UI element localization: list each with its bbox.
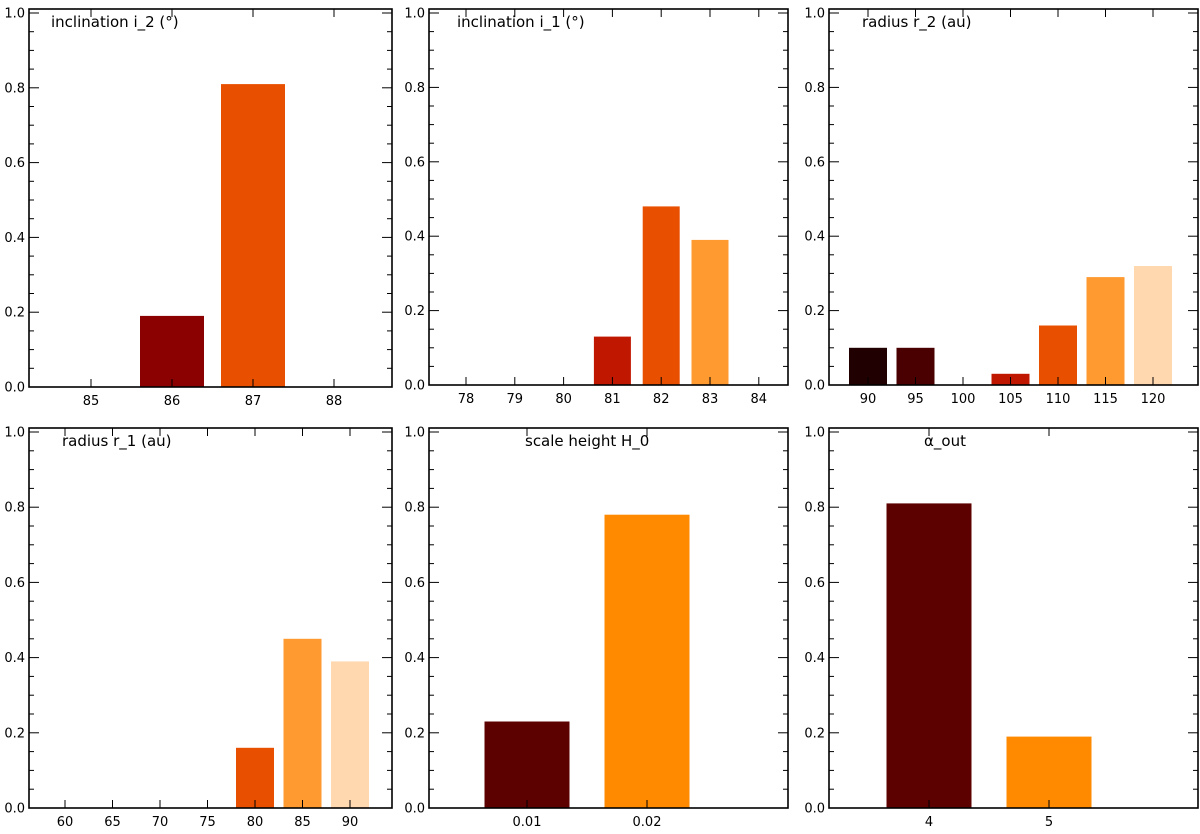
y-tick-label: 0.6 (404, 155, 425, 170)
panel-title: inclination i_2 (°) (51, 13, 179, 32)
y-tick-label: 1.0 (804, 7, 825, 22)
bar-4 (886, 503, 972, 808)
bar-83 (691, 239, 729, 385)
y-tick-label: 1.0 (404, 7, 425, 22)
y-tick-label: 0.0 (804, 802, 825, 817)
x-tick-label: 0.01 (513, 815, 542, 830)
x-tick-label: 88 (326, 394, 343, 409)
y-tick-label: 0.8 (804, 81, 825, 96)
y-tick-label: 0.2 (404, 726, 425, 741)
axis-frame (828, 8, 1199, 386)
y-tick-label: 0.4 (804, 230, 825, 245)
y-tick-label: 1.0 (804, 426, 825, 441)
y-tick-label: 0.2 (804, 304, 825, 319)
bar-90 (331, 661, 369, 808)
x-tick-label: 110 (1046, 392, 1071, 407)
y-tick-label: 0.4 (804, 651, 825, 666)
y-tick-label: 0.6 (4, 576, 25, 591)
y-tick-label: 0.0 (804, 379, 825, 394)
x-tick-label: 60 (57, 815, 74, 830)
bar-120 (1134, 266, 1172, 385)
bar-0.01 (484, 721, 570, 808)
x-tick-label: 78 (458, 392, 475, 407)
x-tick-label: 90 (860, 392, 877, 407)
x-tick-label: 82 (653, 392, 670, 407)
panel-3: 0.0 0.2 0.4 0.6 0.8 1.0 90 95 100 105 110 115 120 rad… (804, 7, 1199, 407)
y-tick-label: 0.4 (404, 651, 425, 666)
bar-85 (283, 638, 322, 808)
bar-110 (1039, 325, 1077, 385)
x-tick-label: 80 (247, 815, 264, 830)
bar-87 (221, 84, 285, 387)
y-tick-label: 0.2 (4, 726, 25, 741)
y-tick-label: 0.8 (804, 501, 825, 516)
x-tick-label: 95 (907, 392, 924, 407)
y-tick-label: 1.0 (4, 426, 25, 441)
y-tick-label: 0.8 (4, 501, 25, 516)
x-tick-label: 4 (925, 815, 933, 830)
x-tick-label: 105 (998, 392, 1023, 407)
bar-0.02 (604, 514, 690, 808)
x-tick-label: 115 (1093, 392, 1118, 407)
bar-81 (593, 336, 631, 385)
panel-title: scale height H_0 (525, 432, 649, 451)
y-tick-label: 0.0 (404, 802, 425, 817)
y-tick-label: 0.8 (404, 501, 425, 516)
bar-86 (140, 315, 204, 387)
x-tick-label: 86 (164, 394, 181, 409)
axis-frame (28, 8, 393, 388)
y-tick-label: 0.6 (804, 576, 825, 591)
x-tick-label: 85 (83, 394, 100, 409)
y-tick-label: 0.0 (4, 381, 25, 396)
panel-title: radius r_1 (au) (62, 432, 172, 451)
y-tick-label: 0.2 (404, 304, 425, 319)
x-tick-label: 75 (199, 815, 216, 830)
x-tick-label: 65 (104, 815, 121, 830)
x-tick-label: 100 (951, 392, 976, 407)
y-tick-label: 0.6 (404, 576, 425, 591)
panel-2: 0.0 0.2 0.4 0.6 0.8 1.0 78 79 80 81 82 83 84 inclinat… (404, 7, 789, 407)
y-tick-label: 0.8 (404, 81, 425, 96)
y-tick-label: 1.0 (4, 7, 25, 22)
axis-frame (428, 427, 789, 809)
x-tick-label: 87 (245, 394, 262, 409)
x-tick-label: 84 (751, 392, 768, 407)
y-tick-label: 0.4 (4, 231, 25, 246)
y-tick-label: 0.0 (4, 802, 25, 817)
axis-frame (28, 427, 393, 809)
y-tick-label: 0.4 (404, 230, 425, 245)
panel-6: 0.0 0.2 0.4 0.6 0.8 1.0 4 5 α_out (804, 426, 1199, 830)
bar-115 (1086, 277, 1125, 385)
x-tick-label: 90 (342, 815, 359, 830)
panel-title: α_out (924, 432, 966, 451)
y-tick-label: 0.6 (4, 156, 25, 171)
x-tick-label: 79 (507, 392, 524, 407)
x-tick-label: 70 (152, 815, 169, 830)
x-tick-label: 83 (702, 392, 719, 407)
y-tick-label: 0.2 (4, 306, 25, 321)
axis-frame (828, 427, 1199, 809)
panel-4: 0.0 0.2 0.4 0.6 0.8 1.0 60 65 70 75 80 85 90 radius r… (4, 426, 393, 830)
x-tick-label: 120 (1141, 392, 1166, 407)
y-tick-label: 0.8 (4, 81, 25, 96)
y-tick-label: 0.6 (804, 155, 825, 170)
bar-82 (642, 206, 680, 385)
x-tick-label: 85 (294, 815, 311, 830)
x-tick-label: 80 (555, 392, 572, 407)
y-tick-label: 0.4 (4, 651, 25, 666)
axis-frame (428, 8, 789, 386)
panel-5: 0.0 0.2 0.4 0.6 0.8 1.0 0.01 0.02 scale height H… (404, 426, 789, 830)
x-tick-label: 5 (1045, 815, 1053, 830)
y-tick-label: 0.2 (804, 726, 825, 741)
bar-5 (1006, 736, 1092, 808)
bar-80 (236, 747, 274, 808)
y-tick-label: 1.0 (404, 426, 425, 441)
x-tick-label: 81 (604, 392, 621, 407)
panel-1: 0.0 0.2 0.4 0.6 0.8 1.0 85 86 87 88 inclination i_… (4, 7, 393, 409)
panel-title: inclination i_1 (°) (457, 13, 585, 32)
panel-title: radius r_2 (au) (862, 13, 972, 32)
y-tick-label: 0.0 (404, 379, 425, 394)
x-tick-label: 0.02 (633, 815, 662, 830)
